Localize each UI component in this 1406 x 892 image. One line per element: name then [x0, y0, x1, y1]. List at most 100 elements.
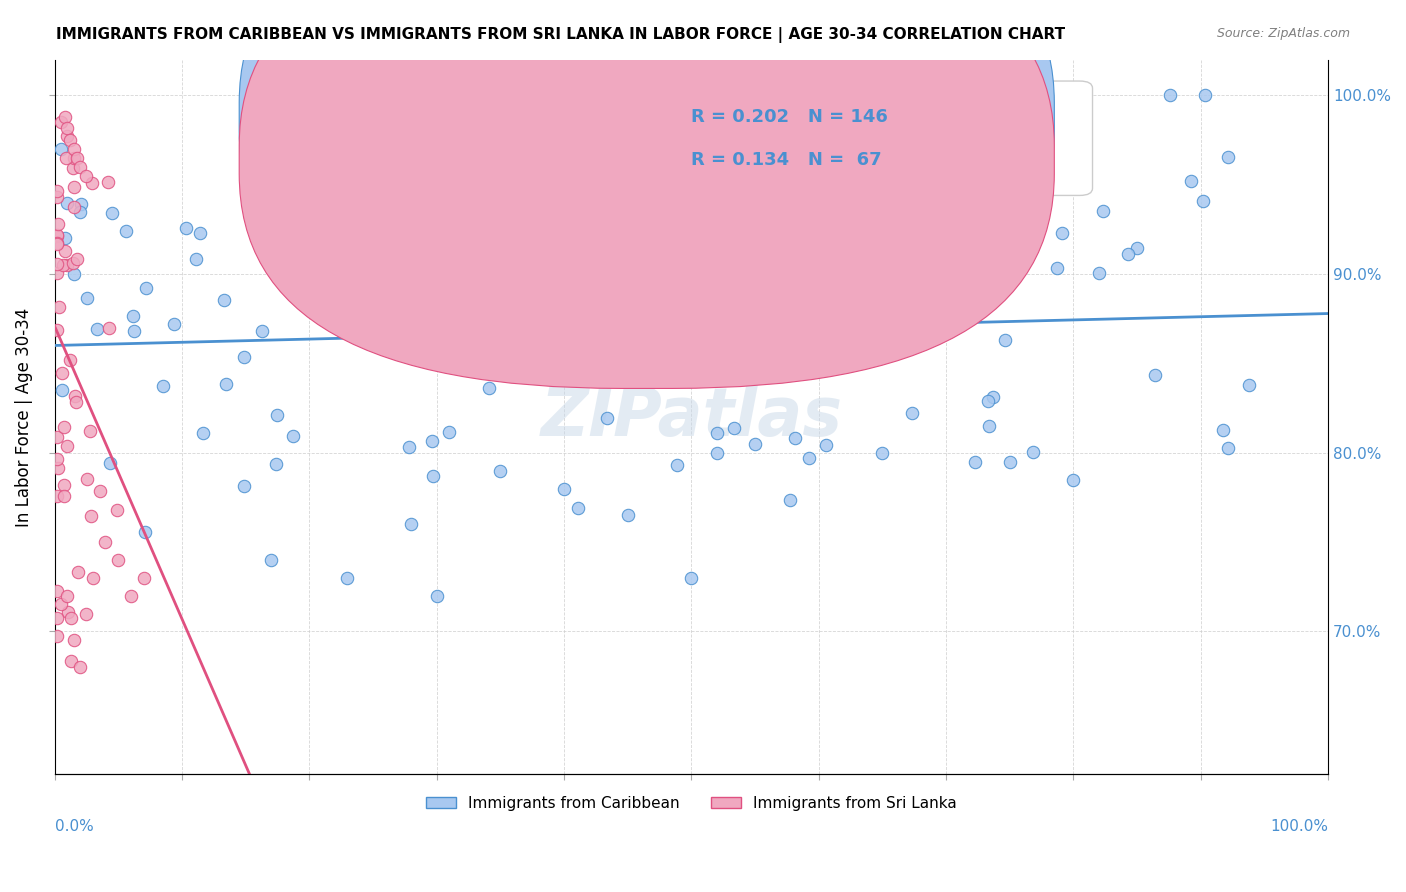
Point	[188, 226, 211, 240]
Point	[785, 431, 807, 445]
Point	[75, 169, 97, 183]
Text: R = 0.134   N =  67: R = 0.134 N = 67	[692, 151, 882, 169]
Point	[426, 589, 449, 603]
Point	[51, 366, 73, 380]
Point	[152, 379, 174, 393]
Point	[679, 374, 702, 388]
Point	[478, 381, 501, 395]
Point	[965, 455, 987, 469]
Point	[101, 206, 124, 220]
Point	[576, 284, 599, 298]
Point	[46, 583, 69, 598]
Point	[56, 195, 79, 210]
Point	[55, 244, 77, 258]
Point	[132, 571, 155, 585]
Point	[706, 425, 728, 440]
Point	[515, 336, 537, 351]
Point	[46, 323, 69, 337]
Point	[384, 334, 406, 349]
Point	[815, 438, 838, 452]
Point	[66, 151, 89, 165]
Point	[260, 553, 283, 567]
Point	[46, 460, 69, 475]
Point	[121, 310, 143, 324]
Point	[706, 446, 728, 460]
Point	[301, 92, 323, 106]
Point	[1191, 194, 1213, 209]
Point	[46, 235, 69, 250]
Point	[69, 660, 91, 674]
Point	[105, 503, 128, 517]
Point	[399, 517, 422, 532]
Point	[56, 129, 79, 144]
Point	[1022, 444, 1045, 458]
Point	[46, 190, 69, 204]
Legend: Immigrants from Caribbean, Immigrants from Sri Lanka: Immigrants from Caribbean, Immigrants fr…	[419, 789, 963, 817]
Point	[681, 571, 703, 585]
Point	[79, 424, 101, 438]
Point	[52, 258, 75, 272]
Point	[666, 458, 689, 472]
Point	[1062, 473, 1084, 487]
Point	[422, 469, 444, 483]
Point	[62, 267, 84, 281]
Point	[1050, 226, 1073, 240]
FancyBboxPatch shape	[239, 0, 1054, 345]
Point	[1014, 88, 1036, 103]
Point	[46, 611, 69, 625]
Point	[567, 500, 589, 515]
Point	[420, 434, 443, 449]
Point	[250, 324, 273, 338]
Point	[107, 553, 129, 567]
Text: IMMIGRANTS FROM CARIBBEAN VS IMMIGRANTS FROM SRI LANKA IN LABOR FORCE | AGE 30-3: IMMIGRANTS FROM CARIBBEAN VS IMMIGRANTS …	[56, 27, 1066, 43]
Point	[184, 252, 207, 266]
Point	[1212, 423, 1234, 437]
Point	[52, 489, 75, 503]
Text: Source: ZipAtlas.com: Source: ZipAtlas.com	[1216, 27, 1350, 40]
Point	[80, 177, 103, 191]
Point	[357, 126, 380, 140]
Point	[488, 153, 510, 167]
FancyBboxPatch shape	[596, 81, 1092, 195]
Point	[62, 633, 84, 648]
Point	[1216, 150, 1239, 164]
Point	[76, 472, 98, 486]
Point	[49, 142, 72, 156]
Point	[1116, 247, 1139, 261]
Point	[553, 482, 575, 496]
Point	[46, 266, 69, 280]
Text: R = 0.202   N = 146: R = 0.202 N = 146	[692, 108, 889, 126]
Point	[907, 182, 929, 196]
Point	[413, 275, 436, 289]
Point	[46, 217, 69, 231]
Point	[56, 120, 79, 135]
Point	[46, 184, 69, 198]
Point	[266, 409, 288, 423]
Point	[82, 571, 104, 585]
Point	[233, 350, 256, 364]
Point	[561, 88, 583, 103]
Point	[69, 197, 91, 211]
Point	[63, 151, 86, 165]
Point	[69, 160, 91, 174]
Point	[398, 440, 420, 454]
Point	[62, 161, 84, 176]
Point	[66, 565, 89, 579]
Point	[48, 300, 70, 314]
Point	[62, 255, 84, 269]
Point	[46, 227, 69, 242]
Point	[285, 250, 308, 264]
Point	[59, 352, 82, 367]
Point	[872, 446, 894, 460]
Point	[134, 524, 156, 539]
Point	[76, 291, 98, 305]
Point	[700, 150, 723, 164]
Point	[744, 437, 766, 451]
Point	[55, 439, 77, 453]
Point	[49, 115, 72, 129]
Point	[1126, 241, 1149, 255]
Point	[269, 254, 291, 268]
Point	[979, 419, 1001, 434]
Point	[1194, 88, 1216, 103]
Point	[1143, 368, 1166, 382]
